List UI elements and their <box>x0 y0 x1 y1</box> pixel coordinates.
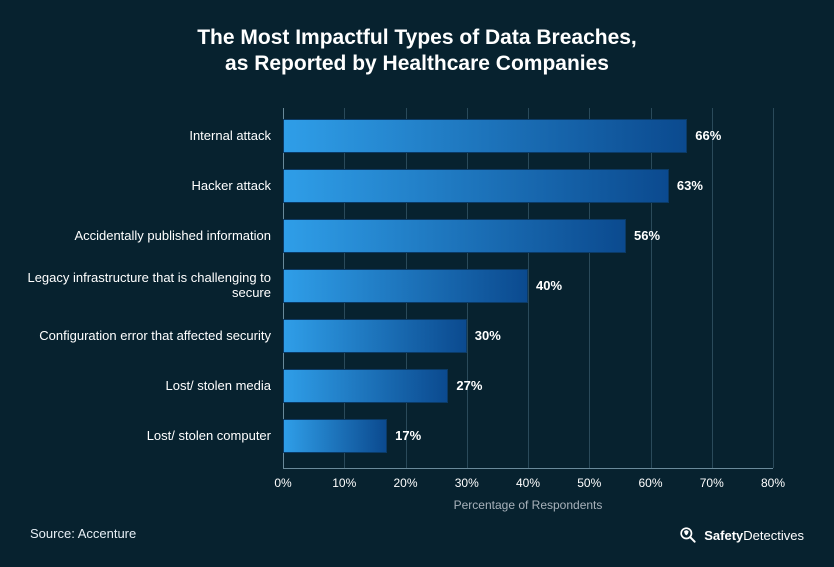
bar-value-label: 30% <box>475 328 501 343</box>
category-label: Hacker attack <box>21 169 271 203</box>
plot-area: 0%10%20%30%40%50%60%70%80%66%63%56%40%30… <box>283 108 773 468</box>
bar-value-label: 17% <box>395 428 421 443</box>
bar <box>283 319 467 353</box>
brand-text-suffix: Detectives <box>743 528 804 543</box>
category-label: Configuration error that affected securi… <box>21 319 271 353</box>
x-tick-label: 30% <box>455 476 479 490</box>
bar <box>283 369 448 403</box>
category-label: Accidentally published information <box>21 219 271 253</box>
gridline <box>528 108 529 468</box>
chart-canvas: The Most Impactful Types of Data Breache… <box>0 0 834 567</box>
category-label: Lost/ stolen media <box>21 369 271 403</box>
x-tick-label: 70% <box>700 476 724 490</box>
bar <box>283 419 387 453</box>
x-axis-label: Percentage of Respondents <box>454 498 603 512</box>
chart-title: The Most Impactful Types of Data Breache… <box>0 25 834 78</box>
category-label: Lost/ stolen computer <box>21 419 271 453</box>
x-tick-label: 20% <box>393 476 417 490</box>
bar-value-label: 66% <box>695 128 721 143</box>
gridline <box>712 108 713 468</box>
x-tick-label: 50% <box>577 476 601 490</box>
gridline <box>651 108 652 468</box>
bar-value-label: 40% <box>536 278 562 293</box>
brand-text-prefix: Safety <box>704 528 743 543</box>
x-tick-label: 40% <box>516 476 540 490</box>
gridline <box>589 108 590 468</box>
bar <box>283 169 669 203</box>
chart-title-line2: as Reported by Healthcare Companies <box>225 52 609 75</box>
x-tick-label: 60% <box>638 476 662 490</box>
x-tick-label: 10% <box>332 476 356 490</box>
bar <box>283 269 528 303</box>
bar <box>283 119 687 153</box>
category-label: Legacy infrastructure that is challengin… <box>21 269 271 303</box>
brand-badge: SafetyDetectives <box>678 525 804 545</box>
bar <box>283 219 626 253</box>
gridline <box>773 108 774 468</box>
x-tick-label: 0% <box>274 476 291 490</box>
x-axis-line <box>283 468 773 469</box>
bar-value-label: 27% <box>456 378 482 393</box>
bar-value-label: 56% <box>634 228 660 243</box>
chart-title-line1: The Most Impactful Types of Data Breache… <box>197 26 637 49</box>
bar-value-label: 63% <box>677 178 703 193</box>
brand-text: SafetyDetectives <box>704 528 804 543</box>
source-attribution: Source: Accenture <box>30 526 136 541</box>
category-label: Internal attack <box>21 119 271 153</box>
magnifier-shield-icon <box>678 525 698 545</box>
x-tick-label: 80% <box>761 476 785 490</box>
